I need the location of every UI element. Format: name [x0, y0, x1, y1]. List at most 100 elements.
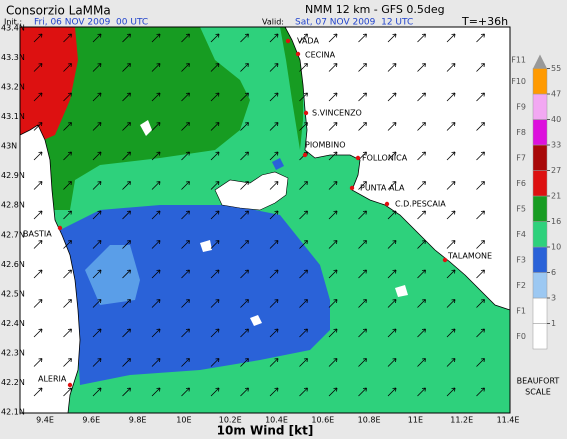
wind-arrow	[122, 122, 131, 131]
lead-time: T=+36h	[461, 15, 508, 28]
wind-arrow	[151, 328, 161, 338]
wind-arrow	[269, 358, 279, 367]
beaufort-label: F2	[516, 281, 526, 290]
lat-label: 43.3N	[1, 53, 25, 62]
wind-arrow	[210, 122, 220, 131]
lon-label: 9.4E	[36, 416, 54, 425]
wind-arrow	[92, 358, 102, 367]
wind-arrow	[328, 210, 338, 220]
wind-arrow	[269, 33, 279, 43]
wind-arrows	[33, 33, 485, 397]
field-f5	[20, 27, 250, 210]
wind-arrow	[33, 328, 43, 338]
wind-arrow	[181, 210, 190, 220]
wind-arrow	[417, 92, 426, 102]
wind-arrow	[240, 63, 249, 72]
wind-arrow	[417, 33, 426, 43]
wind-arrow	[151, 210, 161, 220]
wind-arrow	[240, 387, 249, 397]
island	[250, 315, 262, 326]
wind-arrow	[358, 299, 367, 308]
wind-arrow	[328, 299, 338, 308]
wind-arrow	[476, 358, 485, 367]
beaufort-label: F4	[516, 230, 526, 239]
wind-arrow	[181, 387, 190, 397]
wind-arrow	[476, 210, 485, 220]
place-dot	[303, 110, 309, 116]
wind-arrow	[122, 181, 131, 190]
place-label: ALERIA	[38, 375, 67, 384]
lon-label: 11E	[408, 416, 423, 425]
lon-label: 10.2E	[219, 416, 242, 425]
wind-arrow	[33, 269, 43, 279]
wind-arrow	[328, 269, 338, 279]
wind-arrow	[92, 122, 102, 131]
beaufort-label: F0	[516, 332, 526, 341]
wind-arrow	[417, 240, 426, 249]
wind-arrow	[240, 210, 249, 220]
wind-arrow	[240, 33, 249, 43]
wind-arrow	[63, 181, 72, 190]
wind-arrow	[33, 387, 43, 397]
map-frame	[19, 26, 511, 414]
wind-arrow	[387, 387, 397, 397]
wind-arrow	[63, 63, 72, 72]
wind-arrow	[387, 122, 397, 131]
legend-swatch	[532, 246, 548, 273]
wind-arrow	[446, 358, 456, 367]
place-label: S.VINCENZO	[312, 109, 362, 118]
wind-arrow	[151, 181, 161, 190]
wind-arrow	[33, 210, 43, 220]
place-label: PIOMBINO	[305, 141, 346, 150]
wind-arrow	[269, 210, 279, 220]
wind-arrow	[299, 328, 308, 338]
wind-arrow	[210, 181, 220, 190]
wind-arrow	[33, 181, 43, 190]
wind-arrow	[358, 63, 367, 72]
lon-label: 9.8E	[129, 416, 147, 425]
wind-arrow	[476, 269, 485, 279]
init-label: Init.:	[4, 18, 22, 27]
wind-arrow	[92, 33, 102, 43]
island	[395, 285, 408, 297]
wind-arrow	[299, 63, 308, 72]
lon-label: 10E	[176, 416, 191, 425]
wind-arrow	[181, 151, 190, 161]
wind-arrow	[210, 240, 220, 249]
wind-arrow	[387, 181, 397, 190]
wind-arrow	[446, 63, 456, 72]
wind-arrow	[181, 181, 190, 190]
legend-swatch	[532, 297, 548, 324]
lat-label: 42.7N	[1, 230, 25, 239]
wind-arrow	[181, 240, 190, 249]
wind-arrow	[122, 328, 131, 338]
place-dot	[67, 382, 73, 388]
place-label: TALAMONE	[447, 252, 492, 261]
beaufort-label: F5	[516, 204, 526, 213]
wind-arrow	[240, 269, 249, 279]
knot-label: 3	[551, 294, 556, 303]
wind-arrow	[328, 92, 338, 102]
wind-arrow	[299, 269, 308, 279]
valid-date: Sat, 07 NOV 2009 12 UTC	[295, 18, 413, 28]
wind-arrow	[240, 299, 249, 308]
wind-arrow	[151, 33, 161, 43]
wind-arrow	[63, 299, 72, 308]
wind-arrow	[122, 299, 131, 308]
wind-arrow	[92, 269, 102, 279]
wind-arrow	[151, 358, 161, 367]
wind-arrow	[358, 122, 367, 131]
wind-arrow	[181, 358, 190, 367]
wind-arrow	[476, 240, 485, 249]
wind-arrow	[151, 387, 161, 397]
wind-arrow	[122, 151, 131, 161]
lon-label: 10.8E	[358, 416, 381, 425]
lat-label: 42.8N	[1, 201, 25, 210]
legend-swatch	[532, 68, 548, 95]
wind-arrow	[328, 151, 338, 161]
wind-arrow	[387, 210, 397, 220]
lat-label: 42.4N	[1, 319, 25, 328]
wind-arrow	[210, 151, 220, 161]
lat-label: 43.1N	[1, 112, 25, 121]
wind-arrow	[63, 210, 72, 220]
